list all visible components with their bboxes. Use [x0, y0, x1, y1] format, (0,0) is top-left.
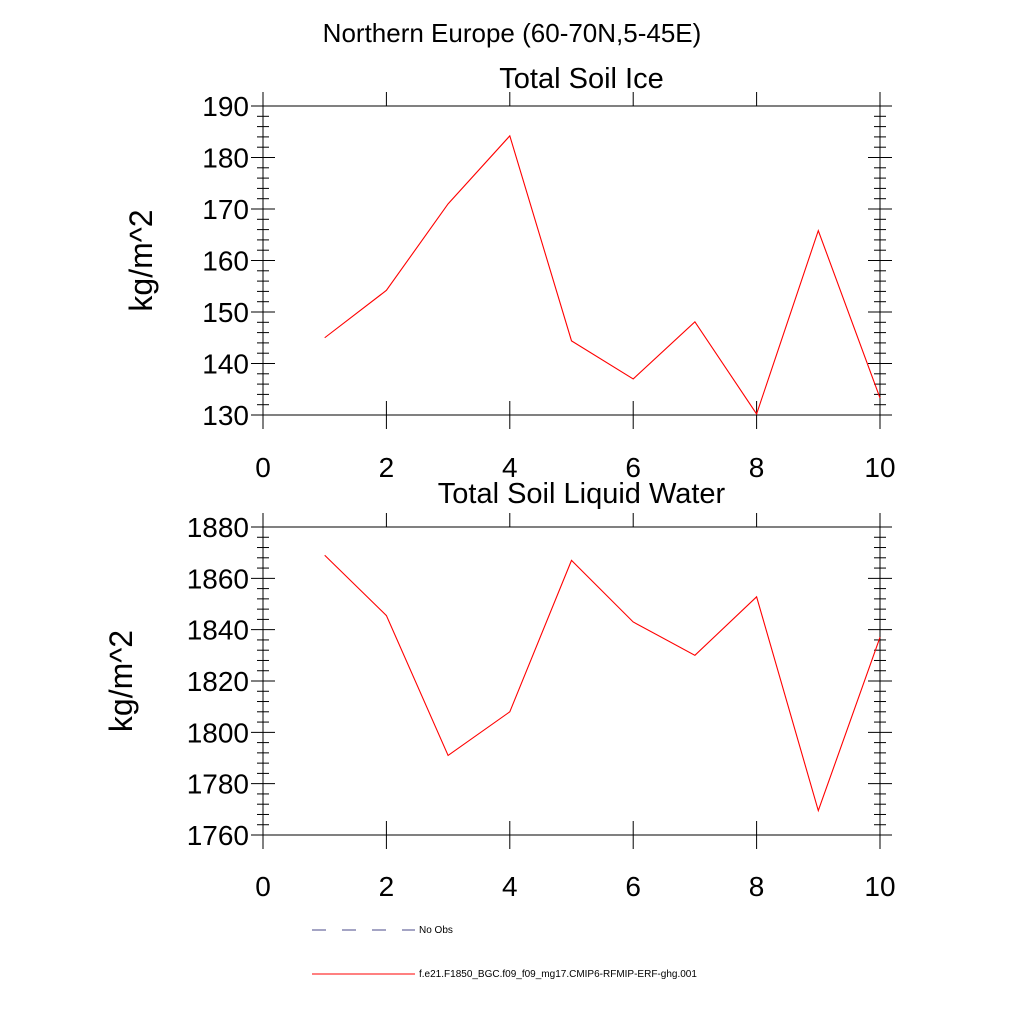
- soil-liquid-water-y-tick-label: 1780: [187, 769, 249, 800]
- soil-ice-y-tick-label: 170: [202, 194, 249, 225]
- soil-liquid-water-y-tick-label: 1880: [187, 512, 249, 543]
- soil-ice-y-tick-label: 150: [202, 297, 249, 328]
- legend-obs-label: No Obs: [419, 925, 453, 936]
- soil-ice-x-tick-label: 0: [255, 452, 271, 483]
- soil-ice-y-tick-label: 190: [202, 91, 249, 122]
- legend: No Obs f.e21.F1850_BGC.f09_f09_mg17.CMIP…: [312, 925, 697, 980]
- soil-liquid-water-x-tick-label: 6: [625, 871, 641, 902]
- soil-liquid-water-x-tick-label: 2: [379, 871, 395, 902]
- soil-ice-y-axis-label: kg/m^2: [123, 209, 159, 311]
- figure-title: Northern Europe (60-70N,5-45E): [323, 18, 702, 48]
- soil-liquid-water-y-tick-label: 1840: [187, 615, 249, 646]
- soil-liquid-water-x-tick-label: 10: [864, 871, 895, 902]
- soil-ice-x-tick-label: 4: [502, 452, 518, 483]
- soil-ice-y-tick-label: 160: [202, 246, 249, 277]
- soil-liquid-water-title: Total Soil Liquid Water: [438, 478, 726, 510]
- soil-ice-y-tick-label: 130: [202, 400, 249, 431]
- soil-liquid-water-x-tick-label: 4: [502, 871, 518, 902]
- soil-liquid-water-y-tick-label: 1860: [187, 563, 249, 594]
- soil-ice-y-tick-label: 140: [202, 349, 249, 380]
- legend-model-label: f.e21.F1850_BGC.f09_f09_mg17.CMIP6-RFMIP…: [419, 969, 697, 980]
- soil-ice-panel: Total Soil Ice kg/m^2 130 140 150 160 170 180 19…: [123, 63, 896, 483]
- soil-liquid-water-y-axis-label: kg/m^2: [103, 630, 139, 732]
- soil-ice-x-tick-label: 8: [749, 452, 765, 483]
- soil-ice-y-tick-label: 180: [202, 143, 249, 174]
- soil-liquid-water-x-tick-label: 8: [749, 871, 765, 902]
- soil-liquid-water-x-tick-label: 0: [255, 871, 271, 902]
- soil-ice-series-line: [324, 134, 881, 416]
- soil-liquid-water-y-tick-label: 1760: [187, 820, 249, 851]
- soil-ice-x-tick-label: 10: [864, 452, 895, 483]
- soil-liquid-water-y-tick-label: 1800: [187, 717, 249, 748]
- soil-ice-x-tick-label: 6: [625, 452, 641, 483]
- soil-liquid-water-plot-frame: [262, 526, 881, 836]
- soil-liquid-water-y-tick-label: 1820: [187, 666, 249, 697]
- soil-ice-title: Total Soil Ice: [499, 63, 663, 95]
- soil-liquid-water-series-line: [324, 554, 881, 813]
- soil-liquid-water-panel: Total Soil Liquid Water kg/m^2 1760 1780 180…: [103, 478, 896, 902]
- soil-ice-plot-frame: [262, 105, 881, 416]
- soil-ice-x-tick-label: 2: [379, 452, 395, 483]
